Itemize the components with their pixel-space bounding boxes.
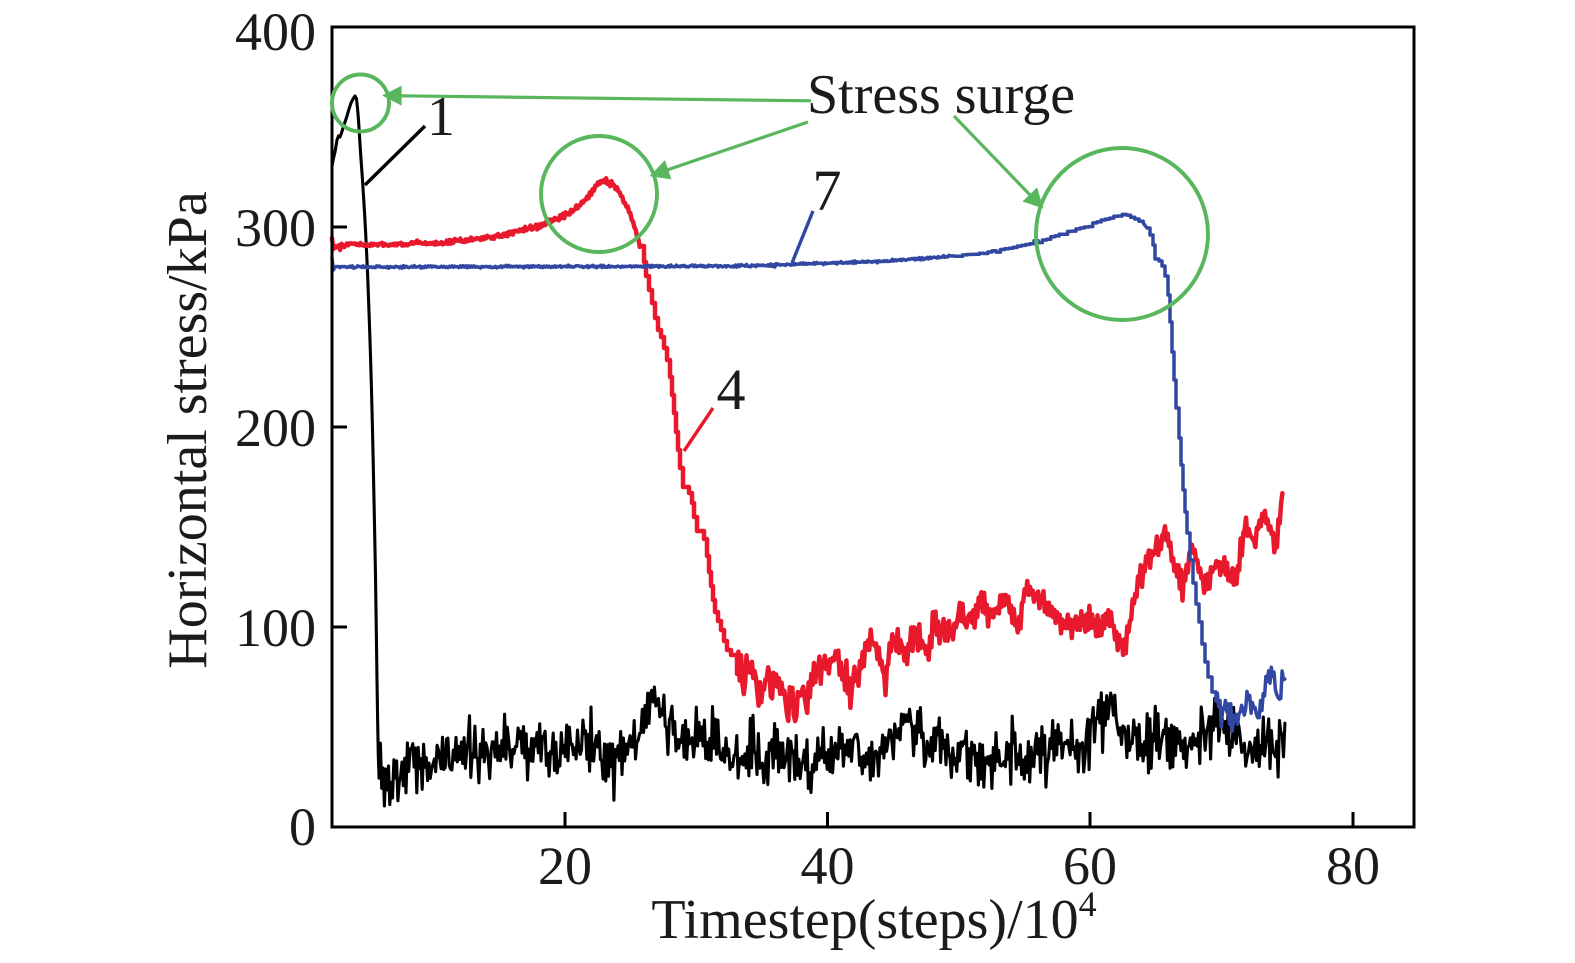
svg-text:7: 7	[813, 158, 842, 223]
svg-text:400: 400	[235, 2, 316, 62]
svg-text:200: 200	[235, 398, 316, 458]
svg-text:4: 4	[717, 357, 746, 422]
svg-text:0: 0	[289, 797, 316, 857]
svg-text:300: 300	[235, 198, 316, 258]
svg-text:Stress surge: Stress surge	[807, 64, 1075, 126]
svg-text:1: 1	[427, 86, 455, 148]
svg-text:40: 40	[801, 836, 855, 896]
svg-text:Timestep(steps)/104: Timestep(steps)/104	[651, 884, 1096, 951]
svg-text:Horizontal stress/kPa: Horizontal stress/kPa	[157, 191, 219, 669]
svg-text:100: 100	[235, 598, 316, 658]
svg-text:80: 80	[1326, 836, 1380, 896]
svg-text:60: 60	[1063, 836, 1117, 896]
svg-text:20: 20	[538, 836, 592, 896]
